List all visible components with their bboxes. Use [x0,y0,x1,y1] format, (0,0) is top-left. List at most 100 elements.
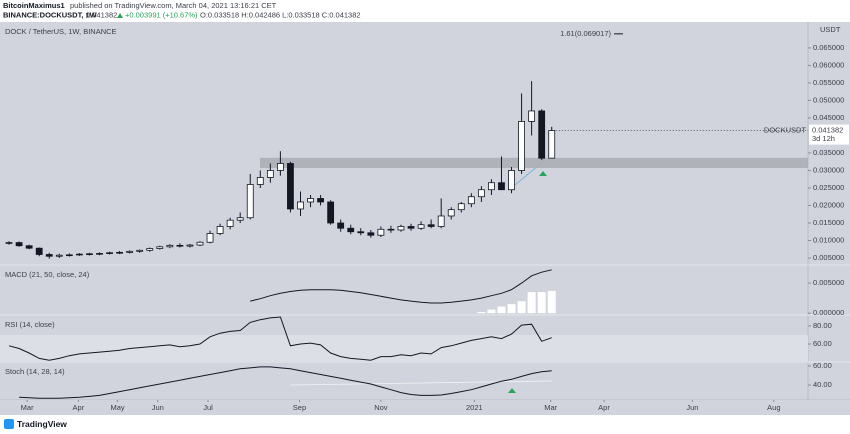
candle-body [236,217,244,221]
y-tick-label: 80.00 [813,321,832,330]
last-price-symbol: DOCKUSDT [764,126,807,135]
y-tick-label: 0.025000 [813,183,844,192]
pane-title: Stoch (14, 28, 14) [5,367,65,376]
pane-title: RSI (14, close) [5,320,55,329]
y-tick-label: 0.015000 [813,218,844,227]
x-tick-label: Jun [152,403,164,412]
candle-body [327,201,335,224]
candle-body [488,182,495,191]
last-price-tag [809,124,849,145]
candle-body [528,110,536,122]
histogram-bar [487,309,496,314]
indicator-line [8,316,552,361]
candle-body [126,250,134,253]
candle-body [548,130,556,159]
y-tick-label: 0.045000 [813,113,844,122]
published: published on TradingView.com, March 04, … [70,1,277,10]
candle-body [106,252,113,254]
x-tick-label: 2021 [466,403,483,412]
x-tick-label: Jun [686,403,698,412]
histogram-bar [497,306,506,314]
y-tick-label: 0.035000 [813,148,844,157]
fib-label: 1.61(0.069017) [560,29,611,38]
candle-body [457,203,465,211]
candle-body [467,196,475,205]
x-tick-label: Apr [598,403,610,412]
y-tick-label: 60.00 [813,339,832,348]
histogram-bar [547,290,556,314]
brand-logo [4,419,14,429]
x-tick-label: Aug [767,403,780,412]
y-tick-label: 0.030000 [813,165,844,174]
y-tick-label: 0.060000 [813,60,844,69]
candle-body [45,254,53,257]
candle-body [498,182,505,191]
rsi-band [0,334,808,362]
candle-body [15,242,23,247]
histogram-bar [507,304,516,314]
candle-body [256,177,264,185]
y-tick-label: 0.005000 [813,253,844,262]
candle-body [246,184,254,219]
x-tick-label: Apr [73,403,85,412]
y-tick-label: 0.065000 [813,43,844,52]
signal-arrow [539,171,547,176]
x-tick-label: Nov [374,403,388,412]
stoch-line-drawing [289,380,553,386]
ohlc: O:0.033518 H:0.042486 L:0.033518 C:0.041… [200,10,361,19]
candle-body [276,163,284,171]
candle-body [96,253,103,255]
candle-body [317,198,324,203]
candle-body [116,251,123,254]
signal-arrow [508,388,516,393]
histogram-bar [477,311,486,314]
candle-body [86,253,93,255]
candle-body [146,248,154,251]
candle-body [397,226,405,231]
candle-body [417,224,425,229]
time-axis [0,400,850,415]
candle-body [176,244,184,247]
candle-body [75,253,83,256]
candle-body [518,121,525,171]
candle-body [377,228,385,236]
candle-body [347,227,355,233]
candle-body [437,215,445,227]
candle-body [25,245,33,249]
symbol: BINANCE:DOCKUSDT, 1W [3,10,98,19]
candle-body [266,170,274,178]
x-tick-label: Jul [203,403,213,412]
candle-body [5,242,13,244]
candle-body [55,254,63,257]
candle-body [357,231,365,234]
candle-body [427,224,435,227]
up-arrow [117,13,123,18]
candle-body [186,244,194,247]
candle-body [337,222,345,229]
histogram-bar [517,301,526,314]
candle-body [367,232,375,236]
last-price-value: 0.041382 [812,126,843,135]
histogram-bar [537,292,546,314]
y-tick-label: 0.005000 [813,278,844,287]
y-tick-label: 0.055000 [813,78,844,87]
candle-body [477,189,485,198]
indicator-line [19,366,552,399]
candle-body [206,233,214,243]
brand: TradingView [17,419,67,429]
histogram-bar [527,292,536,314]
price: 0.041382 [86,10,117,19]
candle-body [508,170,515,191]
y-tick-label: 0.050000 [813,95,844,104]
candle-body [297,201,304,210]
support-zone [260,157,808,169]
author: BitcoinMaximus1 [3,1,65,10]
candle-body [447,209,455,217]
unit-label: USDT [820,25,841,34]
countdown: 3d 12h [812,134,835,143]
candle-body [216,226,224,234]
change: +0.003991 (+10.67%) [125,10,198,19]
x-tick-label: Mar [21,403,34,412]
y-tick-label: 60.00 [813,361,832,370]
